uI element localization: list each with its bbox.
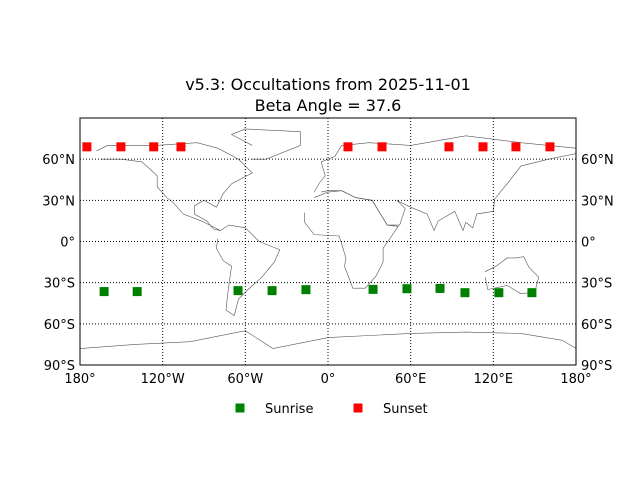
gridlines xyxy=(80,118,576,365)
sunset-marker xyxy=(511,142,521,152)
sunrise-marker xyxy=(460,288,470,298)
sunset-marker xyxy=(377,142,387,152)
coastline-1 xyxy=(216,224,281,317)
data-markers xyxy=(82,142,555,298)
y-tick-label-right: 30°S xyxy=(581,277,612,292)
sunrise-marker xyxy=(494,288,504,298)
y-tick-label-right: 30°N xyxy=(581,194,614,209)
y-tick-label-right: 90°S xyxy=(581,359,612,374)
sunrise-marker xyxy=(435,283,445,293)
sunset-marker xyxy=(176,142,186,152)
y-tick-label-left: 60°S xyxy=(44,318,75,333)
coastline-6 xyxy=(79,330,577,349)
chart-subtitle: Beta Angle = 37.6 xyxy=(255,96,402,115)
sunrise-marker xyxy=(402,284,412,294)
sunrise-marker xyxy=(368,284,378,294)
y-tick-label-left: 30°N xyxy=(42,194,75,209)
sunset-marker xyxy=(149,142,159,152)
sunrise-marker xyxy=(233,286,243,296)
sunrise-marker xyxy=(301,285,311,295)
sunset-marker xyxy=(545,142,555,152)
x-tick-label: 120°W xyxy=(141,372,185,387)
y-tick-label-left: 30°S xyxy=(44,277,75,292)
y-tick-label-left: 0° xyxy=(60,236,75,251)
sunset-marker xyxy=(343,142,353,152)
y-tick-label-right: 0° xyxy=(581,236,596,251)
x-tick-label: 180° xyxy=(560,372,591,387)
legend-swatch-sunrise xyxy=(235,403,245,413)
legend-swatch-sunset xyxy=(353,403,363,413)
sunset-marker xyxy=(478,142,488,152)
coastline-4 xyxy=(304,190,399,289)
x-tick-label: 180° xyxy=(64,372,95,387)
sunset-marker xyxy=(116,142,126,152)
chart-title: v5.3: Occultations from 2025-11-01 xyxy=(185,75,471,94)
tick-labels: 60°N 60°N 30°N 30°N 0° 0° 30°S 30°S 60°S 60°S 90°S… xyxy=(42,153,614,387)
x-tick-label: 120°E xyxy=(474,372,514,387)
y-tick-label-right: 60°S xyxy=(581,318,612,333)
sunrise-marker xyxy=(132,287,142,297)
y-tick-label-left: 60°N xyxy=(42,153,75,168)
coastline-2 xyxy=(230,128,301,160)
sunrise-marker xyxy=(527,288,537,298)
coastline-5 xyxy=(484,256,540,294)
x-tick-label: 60°E xyxy=(395,372,426,387)
sunrise-marker xyxy=(99,287,109,297)
coastline-3 xyxy=(313,135,577,232)
sunset-marker xyxy=(82,142,92,152)
x-tick-label: 60°W xyxy=(227,372,263,387)
y-tick-label-right: 60°N xyxy=(581,153,614,168)
y-tick-label-left: 90°S xyxy=(44,359,75,374)
coastline-0 xyxy=(96,142,253,231)
legend-label-sunrise: Sunrise xyxy=(265,402,313,417)
sunrise-marker xyxy=(267,286,277,296)
legend: Sunrise Sunset xyxy=(235,402,428,417)
plot-frame xyxy=(79,117,577,366)
x-tick-label: 0° xyxy=(321,372,336,387)
legend-label-sunset: Sunset xyxy=(383,402,428,417)
sunset-marker xyxy=(444,142,454,152)
